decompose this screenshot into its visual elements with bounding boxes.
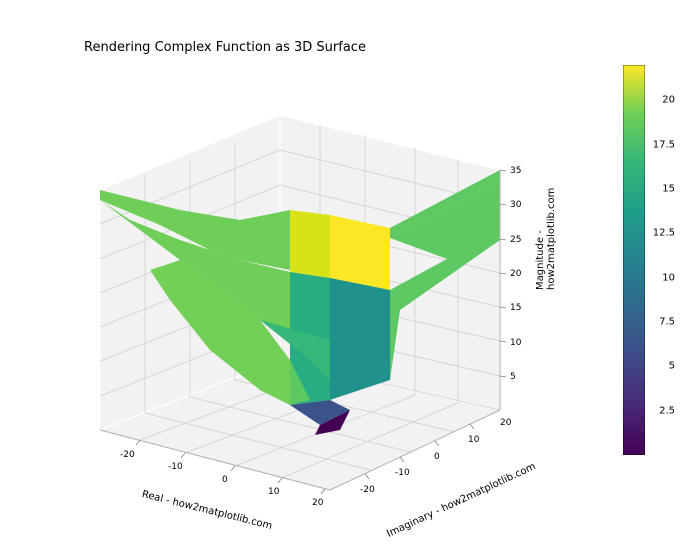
ztick-label: 30 [510, 200, 521, 210]
plot-3d-surface [30, 60, 550, 520]
ytick-label: 20 [500, 418, 511, 428]
colorbar-tick-label: 12.5 [653, 228, 675, 239]
colorbar-tick-label: 17.5 [653, 139, 675, 150]
xtick-label: 0 [222, 475, 228, 485]
colorbar-tick-label: 10 [662, 272, 675, 283]
xtick-label: -10 [168, 462, 183, 472]
ztick-label: 20 [510, 269, 521, 279]
ztick-label: 35 [510, 166, 521, 176]
xtick-label: 10 [268, 487, 279, 497]
ztick-label: 25 [510, 235, 521, 245]
ztick-label: 15 [510, 303, 521, 313]
ytick-label: -10 [395, 468, 410, 478]
chart-title: Rendering Complex Function as 3D Surface [0, 40, 450, 55]
colorbar-tick-label: 7.5 [659, 317, 675, 328]
colorbar-tick-label: 2.5 [659, 405, 675, 416]
figure: Rendering Complex Function as 3D Surface [0, 0, 700, 560]
xtick-label: -20 [120, 450, 135, 460]
colorbar-tick-label: 15 [662, 184, 675, 195]
ytick-label: 0 [434, 452, 440, 462]
z-axis-label: Magnitude - how2matplotlib.com [535, 125, 557, 290]
colorbar [623, 65, 645, 455]
ztick-label: 5 [510, 372, 516, 382]
ytick-label: 10 [468, 435, 479, 445]
colorbar-tick-label: 5 [669, 361, 675, 372]
xtick-label: 20 [312, 498, 323, 508]
ytick-label: -20 [360, 485, 375, 495]
colorbar-ticks: 2.5 5 7.5 10 12.5 15 17.5 20 [647, 65, 675, 455]
colorbar-tick-label: 20 [662, 95, 675, 106]
ztick-label: 10 [510, 338, 521, 348]
